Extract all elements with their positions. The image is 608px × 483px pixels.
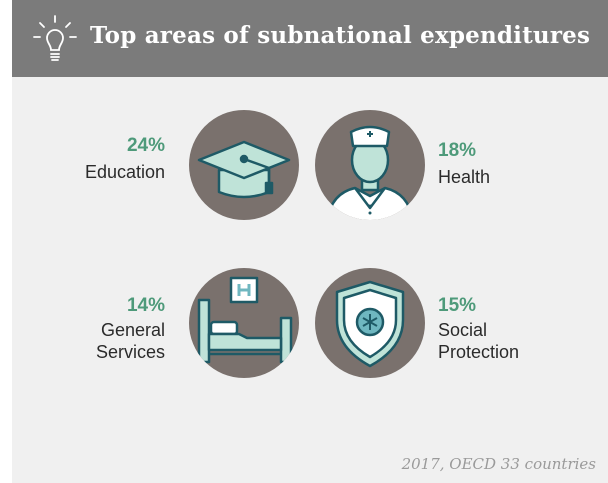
header-bar: Top areas of subnational expenditures bbox=[12, 0, 608, 77]
social-protection-label-line-2: Protection bbox=[438, 342, 520, 362]
hospital-bed-icon bbox=[197, 276, 293, 364]
education-label: Education bbox=[84, 162, 165, 182]
general-services-label-line-2: Services bbox=[95, 342, 165, 362]
social-protection-label-line-1: Social bbox=[438, 320, 488, 340]
graduation-cap-icon bbox=[197, 140, 291, 199]
shield-icon bbox=[335, 280, 405, 368]
health-percent: 18% bbox=[438, 140, 477, 161]
nurse-icon bbox=[326, 125, 414, 220]
general-services-circle bbox=[189, 268, 299, 378]
education-circle bbox=[189, 110, 299, 220]
social-protection-label: Social Protection bbox=[438, 319, 519, 363]
health-label: Health bbox=[438, 167, 491, 187]
general-services-label: General Services bbox=[96, 319, 165, 363]
footnote: 2017, OECD 33 countries bbox=[401, 455, 596, 473]
infographic-card: Top areas of subnational expenditures 24… bbox=[12, 0, 608, 483]
social-protection-circle bbox=[315, 268, 425, 378]
health-circle bbox=[315, 110, 425, 220]
page-title: Top areas of subnational expenditures bbox=[90, 22, 591, 49]
social-protection-percent: 15% bbox=[438, 295, 477, 316]
education-percent: 24% bbox=[126, 135, 165, 156]
general-services-label-line-1: General bbox=[100, 320, 165, 340]
lightbulb-icon bbox=[33, 15, 77, 61]
general-services-percent: 14% bbox=[126, 295, 165, 316]
